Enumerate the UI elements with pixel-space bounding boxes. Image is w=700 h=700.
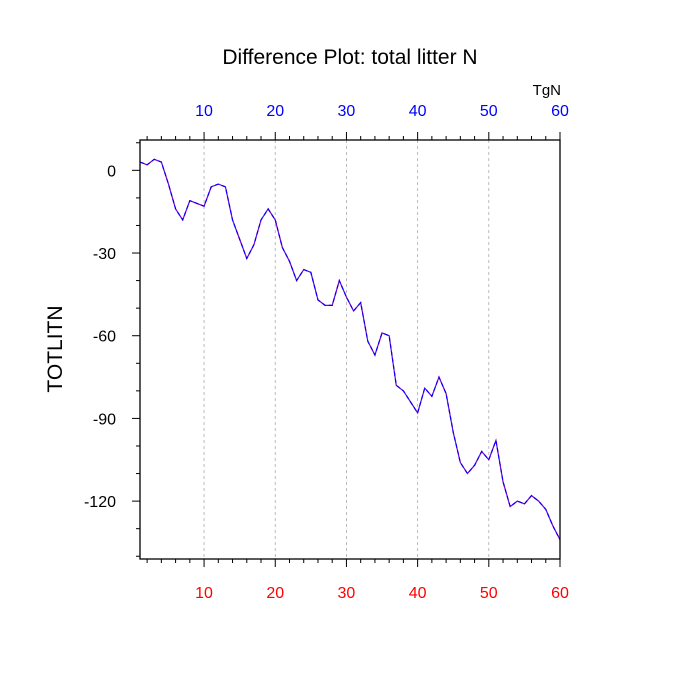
grid-lines [203,140,490,559]
x-tick-label-top: 10 [195,103,213,120]
y-tick-label: -30 [93,246,116,263]
y-tick-label: -90 [93,411,116,428]
data-series-line-dash [139,158,561,540]
x-tick-label-bottom: 40 [409,585,427,602]
y-tick-label: -60 [93,329,116,346]
y-tick-label: -120 [84,494,116,511]
data-series-line [139,158,561,540]
tick-labels: 10 10 20 20 30 30 40 40 50 50 60 60 0 -30 -60 -90 -120 [84,103,569,602]
x-tick-label-top: 20 [266,103,284,120]
x-tick-label-top: 60 [551,103,569,120]
x-tick-label-top: 50 [480,103,498,120]
y-tick-label: 0 [107,163,116,180]
axis-ticks [132,132,561,567]
x-tick-label-bottom: 50 [480,585,498,602]
series-layer [139,158,561,540]
plot-frame [139,139,561,560]
x-tick-label-top: 40 [409,103,427,120]
x-tick-label-bottom: 30 [338,585,356,602]
x-tick-label-bottom: 10 [195,585,213,602]
x-tick-label-bottom: 60 [551,585,569,602]
x-tick-label-top: 30 [338,103,356,120]
y-axis-label: TOTLITN [44,305,67,392]
x-tick-label-bottom: 20 [266,585,284,602]
units-label: TgN [533,82,561,99]
chart-title: Difference Plot: total litter N [222,46,477,69]
